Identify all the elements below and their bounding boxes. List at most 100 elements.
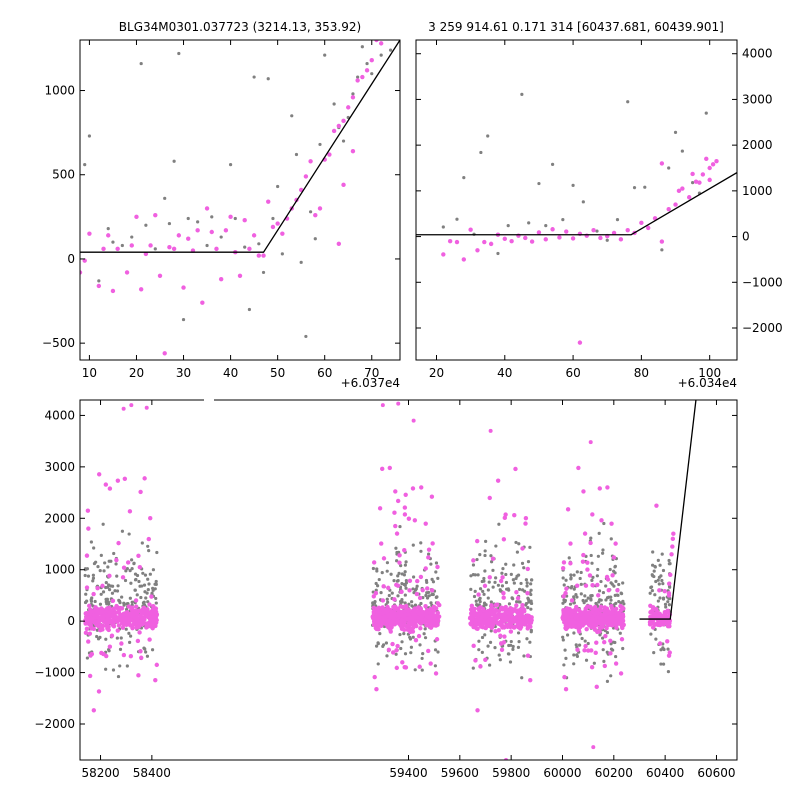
model-point — [336, 123, 342, 129]
model-point — [478, 617, 483, 623]
data-point — [404, 586, 408, 590]
data-point — [512, 581, 516, 585]
data-point — [661, 597, 666, 601]
model-point — [618, 671, 624, 676]
data-point — [308, 210, 313, 214]
data-point — [409, 645, 414, 649]
model-point — [511, 625, 516, 630]
data-point — [704, 111, 708, 115]
model-point — [129, 606, 135, 611]
data-point — [83, 573, 87, 578]
data-point — [537, 181, 541, 186]
model-point — [595, 582, 600, 588]
model-point — [569, 617, 574, 623]
data-point — [565, 633, 570, 637]
model-point — [380, 466, 385, 472]
model-point — [129, 403, 134, 408]
model-point — [228, 214, 233, 220]
model-point — [490, 620, 496, 625]
data-point — [666, 670, 671, 674]
model-point — [214, 246, 219, 252]
data-point — [507, 602, 512, 606]
model-point — [395, 643, 400, 649]
data-point — [488, 663, 492, 667]
data-point — [614, 579, 618, 583]
data-point — [378, 632, 382, 636]
data-point — [583, 639, 587, 643]
model-point — [406, 607, 411, 612]
data-point — [526, 597, 531, 602]
model-point — [101, 613, 107, 619]
model-point — [107, 486, 113, 491]
model-point — [407, 578, 413, 584]
model-point — [86, 526, 91, 531]
x-tick-label: 59600 — [441, 766, 479, 780]
data-point — [92, 561, 97, 566]
data-point — [400, 572, 404, 576]
data-point — [155, 550, 159, 555]
data-point — [261, 270, 266, 275]
model-point — [478, 624, 484, 629]
data-point — [91, 576, 96, 580]
model-point — [608, 651, 613, 656]
data-point — [400, 640, 404, 644]
model-point — [303, 174, 309, 179]
model-point — [441, 252, 446, 257]
data-point — [114, 562, 118, 566]
model-point — [313, 212, 318, 218]
model-point — [416, 633, 422, 639]
x-tick-label: 60000 — [543, 766, 581, 780]
model-point — [327, 152, 332, 157]
model-point — [237, 273, 243, 278]
data-point — [433, 648, 438, 652]
model-point — [508, 629, 514, 634]
data-point — [373, 600, 377, 604]
data-point — [651, 563, 655, 567]
data-point — [483, 569, 487, 573]
data-point — [618, 631, 622, 635]
model-point — [101, 651, 106, 657]
model-point — [388, 629, 393, 634]
data-point — [601, 551, 605, 555]
data-point — [601, 648, 605, 652]
model-point — [402, 614, 407, 619]
data-point — [574, 643, 578, 647]
model-point — [135, 638, 141, 644]
data-point — [501, 566, 505, 571]
data-point — [529, 601, 534, 606]
data-point — [392, 579, 396, 583]
data-point — [101, 522, 105, 526]
data-point — [419, 541, 423, 545]
model-point — [113, 614, 119, 620]
data-point — [390, 591, 394, 595]
data-point — [622, 602, 626, 606]
model-point — [471, 624, 476, 630]
data-point — [402, 632, 406, 636]
data-point — [89, 599, 94, 603]
model-point — [600, 613, 605, 618]
model-line — [639, 400, 697, 620]
data-point — [517, 600, 521, 604]
model-point — [393, 523, 398, 529]
data-point — [370, 72, 374, 76]
x-tick-label: 58200 — [81, 766, 119, 780]
data-point — [127, 631, 131, 635]
model-point — [700, 172, 706, 177]
model-point — [401, 623, 406, 629]
model-point — [138, 619, 143, 625]
model-point — [488, 241, 494, 247]
model-point — [84, 553, 90, 558]
data-point — [151, 588, 155, 592]
data-point — [497, 653, 501, 657]
data-point — [658, 596, 662, 600]
data-point — [177, 51, 181, 56]
model-point — [599, 518, 604, 523]
data-point — [403, 570, 407, 574]
data-point — [387, 593, 391, 598]
data-point — [605, 679, 610, 683]
y-tick-label: 500 — [52, 168, 75, 182]
data-point — [130, 558, 134, 562]
model-point — [424, 614, 430, 619]
data-point — [410, 600, 414, 604]
model-point — [153, 212, 158, 218]
